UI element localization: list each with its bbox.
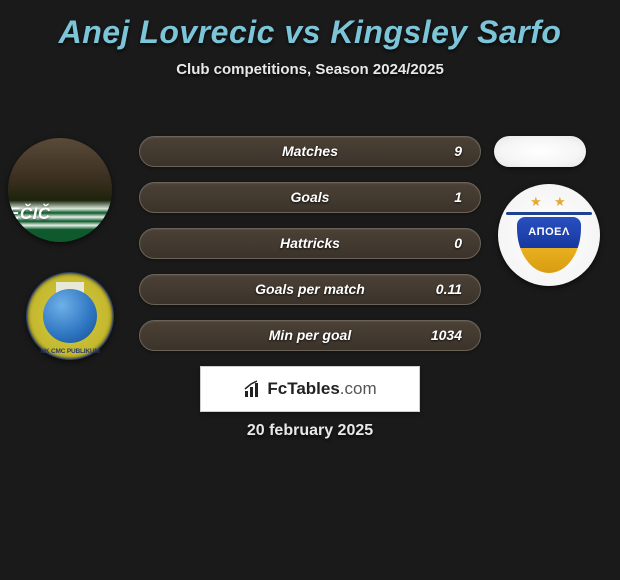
stat-value: 9 [454, 143, 462, 159]
stat-label: Goals per match [140, 281, 480, 297]
comparison-card: Anej Lovrecic vs Kingsley Sarfo Club com… [0, 14, 620, 580]
stat-row: Goals 1 [0, 182, 620, 228]
player2-blank-pill [494, 136, 586, 167]
stat-value: 1 [454, 189, 462, 205]
stat-pill: Matches 9 [139, 136, 481, 167]
stat-row: Hattricks 0 [0, 228, 620, 274]
stat-row: Min per goal 1034 [0, 320, 620, 366]
stat-label: Matches [140, 143, 480, 159]
brand-name: FcTables [267, 379, 339, 398]
subtitle: Club competitions, Season 2024/2025 [0, 61, 620, 78]
stat-pill: Hattricks 0 [139, 228, 481, 259]
brand-ext: .com [340, 379, 377, 398]
stat-label: Min per goal [140, 327, 480, 343]
stat-label: Goals [140, 189, 480, 205]
chart-icon [243, 379, 263, 399]
stat-pill: Min per goal 1034 [139, 320, 481, 351]
stat-pill: Goals 1 [139, 182, 481, 213]
stat-label: Hattricks [140, 235, 480, 251]
stat-value: 0 [454, 235, 462, 251]
stat-pill: Goals per match 0.11 [139, 274, 481, 305]
stat-value: 0.11 [436, 281, 462, 297]
stat-row: Goals per match 0.11 [0, 274, 620, 320]
brand-text: FcTables.com [267, 379, 376, 399]
page-title: Anej Lovrecic vs Kingsley Sarfo [0, 14, 620, 51]
stat-row: Matches 9 [0, 136, 620, 182]
brand-box: FcTables.com [200, 366, 420, 412]
stats-area: Matches 9 Goals 1 Hattricks 0 Goals per … [0, 136, 620, 366]
date-text: 20 february 2025 [0, 422, 620, 440]
stat-value: 1034 [431, 327, 462, 343]
